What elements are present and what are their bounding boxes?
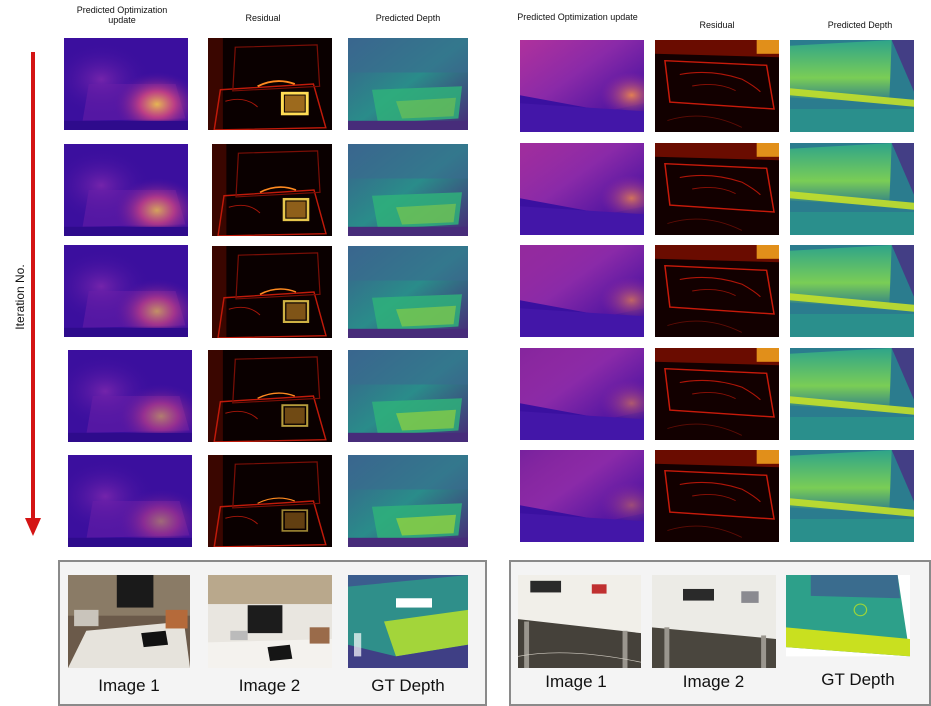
depth-map-left-iter-4 <box>348 350 468 442</box>
update-map-right-iter-1 <box>520 40 644 132</box>
update-map-left-iter-3 <box>64 245 188 337</box>
depth-map-left-iter-3 <box>348 246 468 338</box>
input-image2-left <box>208 575 332 668</box>
residual-map-left-iter-1 <box>208 38 332 130</box>
residual-map-right-iter-3 <box>655 245 779 337</box>
header-residual-right: Residual <box>699 20 735 30</box>
residual-map-left-iter-3 <box>212 246 332 338</box>
iteration-arrow-shaft <box>31 52 35 522</box>
depth-map-right-iter-5 <box>790 450 914 542</box>
update-map-left-iter-2 <box>64 144 188 236</box>
update-map-right-iter-2 <box>520 143 644 235</box>
depth-map-right-iter-3 <box>790 245 914 337</box>
iteration-axis-label: Iteration No. <box>13 264 27 330</box>
caption-gtdepth-left: GT Depth <box>371 676 445 695</box>
header-update-left: Predicted Optimization update <box>76 5 168 25</box>
depth-map-right-iter-2 <box>790 143 914 235</box>
update-map-right-iter-3 <box>520 245 644 337</box>
residual-map-left-iter-4 <box>208 350 332 442</box>
residual-map-right-iter-5 <box>655 450 779 542</box>
depth-map-right-iter-1 <box>790 40 914 132</box>
residual-map-right-iter-4 <box>655 348 779 440</box>
input-image1-right <box>518 575 641 668</box>
residual-map-left-iter-2 <box>212 144 332 236</box>
input-gtdepth-left <box>348 575 468 668</box>
update-map-left-iter-1 <box>64 38 188 130</box>
caption-image1-left: Image 1 <box>98 676 160 695</box>
header-residual-left: Residual <box>245 13 281 23</box>
depth-map-left-iter-2 <box>348 144 468 236</box>
depth-map-left-iter-1 <box>348 38 468 130</box>
iteration-arrow-head <box>25 518 41 536</box>
residual-map-right-iter-2 <box>655 143 779 235</box>
update-map-left-iter-5 <box>68 455 192 547</box>
update-map-left-iter-4 <box>68 350 192 442</box>
input-image1-left <box>68 575 190 668</box>
residual-map-right-iter-1 <box>655 40 779 132</box>
update-map-right-iter-5 <box>520 450 644 542</box>
header-depth-right: Predicted Depth <box>827 20 893 30</box>
depth-map-left-iter-5 <box>348 455 468 547</box>
header-update-right: Predicted Optimization update <box>517 12 638 22</box>
caption-image2-left: Image 2 <box>238 676 301 695</box>
update-map-right-iter-4 <box>520 348 644 440</box>
input-gtdepth-right <box>786 575 910 668</box>
input-image2-right <box>652 575 776 668</box>
depth-map-right-iter-4 <box>790 348 914 440</box>
caption-gtdepth-right: GT Depth <box>821 670 895 689</box>
caption-image2-right: Image 2 <box>682 672 745 691</box>
header-depth-left: Predicted Depth <box>375 13 441 23</box>
caption-image1-right: Image 1 <box>545 672 607 691</box>
residual-map-left-iter-5 <box>208 455 332 547</box>
